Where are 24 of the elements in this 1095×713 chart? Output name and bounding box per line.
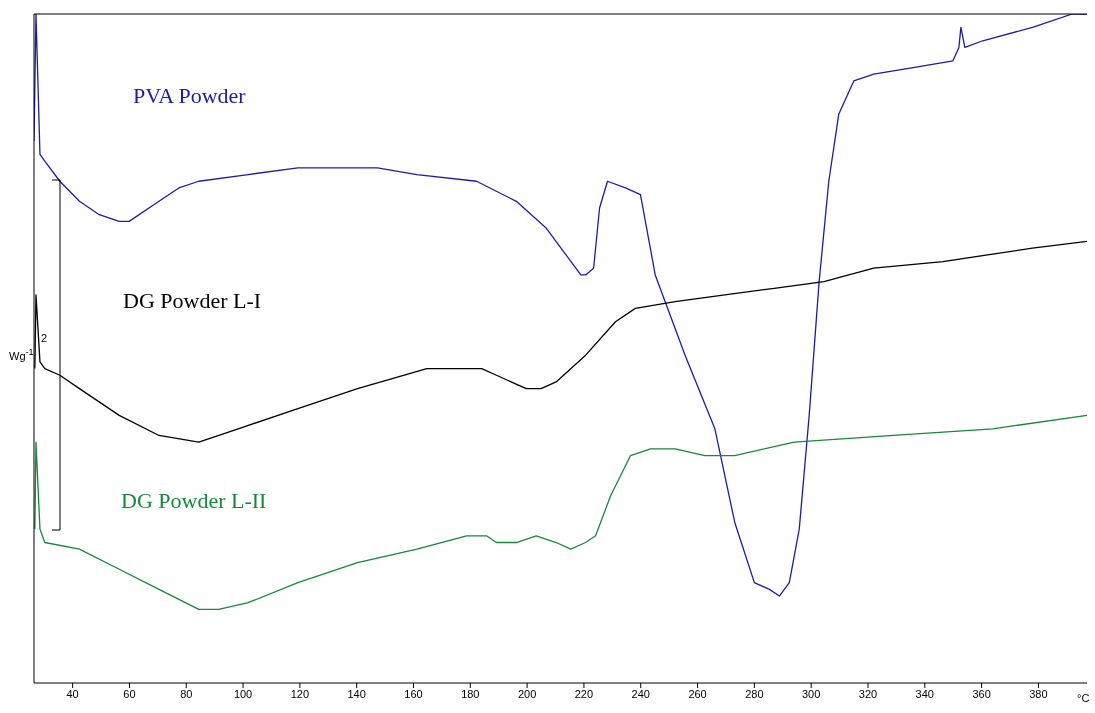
text: PVA Powder bbox=[133, 83, 247, 108]
text: Wg$^{-1}$ bbox=[9, 347, 34, 362]
x-tick-label: 40 bbox=[66, 687, 79, 700]
x-tick-label: 300 bbox=[802, 687, 821, 700]
x-tick-label: 280 bbox=[745, 687, 764, 700]
x-tick-label: 160 bbox=[404, 687, 423, 700]
text: DG Powder L-II bbox=[121, 488, 267, 513]
x-tick-label: 320 bbox=[858, 687, 878, 700]
x-tick-label: 220 bbox=[574, 687, 594, 700]
text: DG Powder L-I bbox=[123, 288, 262, 313]
x-tick-label: 260 bbox=[688, 687, 707, 700]
x-tick-label: 60 bbox=[123, 687, 136, 700]
x-tick-label: 80 bbox=[180, 687, 193, 700]
x-tick-label: 240 bbox=[631, 687, 650, 700]
x-tick-label: 380 bbox=[1029, 687, 1048, 700]
x-tick-label: 100 bbox=[233, 687, 253, 700]
x-axis-title: °C bbox=[1077, 692, 1090, 704]
x-tick-label: 140 bbox=[347, 687, 366, 700]
x-tick-label: 180 bbox=[461, 687, 480, 700]
x-tick-label: 360 bbox=[972, 687, 991, 700]
annotation: 2 bbox=[41, 332, 48, 344]
x-tick-label: 340 bbox=[915, 687, 934, 700]
x-tick-label: 120 bbox=[290, 687, 310, 700]
x-tick-label: 200 bbox=[517, 687, 537, 700]
